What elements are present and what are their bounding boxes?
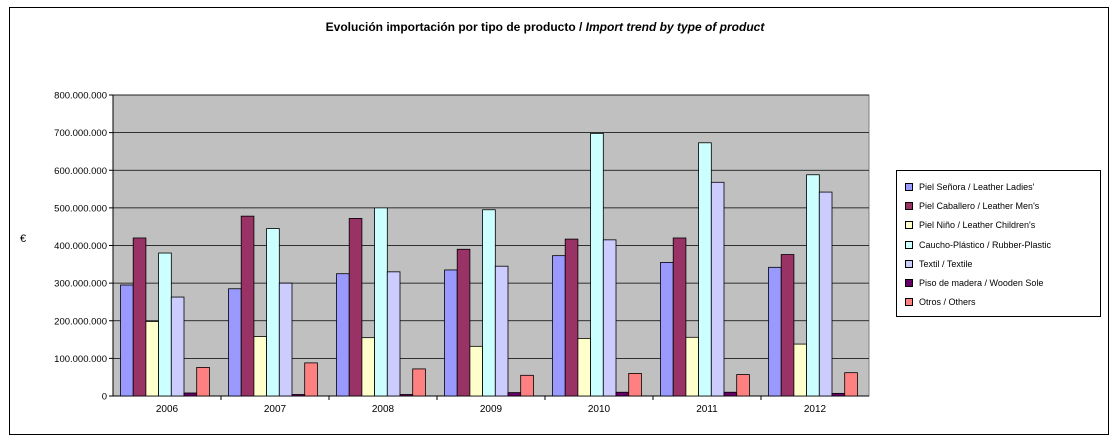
legend-label: Piel Señora / Leather Ladies' xyxy=(919,181,1035,192)
bar xyxy=(793,343,808,397)
legend-item: Piso de madera / Wooden Sole xyxy=(905,273,1100,292)
bar xyxy=(304,362,318,397)
bar xyxy=(196,367,210,397)
bar xyxy=(120,284,134,397)
legend-swatch xyxy=(905,221,913,230)
bar xyxy=(361,337,375,397)
x-tick-label: 2006 xyxy=(156,404,179,415)
y-tick-label: 100.000.000 xyxy=(54,354,107,365)
x-tick-label: 2011 xyxy=(696,404,718,415)
x-tick-label: 2008 xyxy=(372,404,395,415)
bar xyxy=(145,321,159,397)
bar xyxy=(768,266,782,397)
bar xyxy=(386,271,401,397)
bar xyxy=(577,338,592,397)
y-tick-label: 700.000.000 xyxy=(54,128,107,139)
bar xyxy=(660,262,674,397)
bar xyxy=(228,288,242,397)
bar xyxy=(831,392,846,397)
bar xyxy=(590,132,604,397)
bar xyxy=(348,218,363,397)
bar xyxy=(780,254,795,397)
bar xyxy=(806,174,820,397)
bar xyxy=(710,181,725,397)
legend-item: Otros / Others xyxy=(905,293,1100,312)
bar xyxy=(158,252,172,397)
x-tick-label: 2007 xyxy=(264,404,287,415)
bar xyxy=(818,191,833,397)
legend-item: Piel Niño / Leather Children's xyxy=(905,216,1100,235)
bar xyxy=(482,209,496,397)
legend-label: Otros / Others xyxy=(919,297,976,308)
title-main: Evolución importación por tipo de produc… xyxy=(325,20,586,34)
bar xyxy=(266,228,280,397)
bar xyxy=(412,368,426,397)
bar xyxy=(456,248,471,397)
bar xyxy=(336,273,350,397)
bar xyxy=(253,336,267,397)
legend-item: Piel Señora / Leather Ladies' xyxy=(905,177,1100,196)
y-tick-label: 800.000.000 xyxy=(54,91,107,102)
bar xyxy=(723,391,738,397)
y-tick-label: 600.000.000 xyxy=(54,166,107,177)
bar xyxy=(520,374,534,397)
bar xyxy=(698,142,712,397)
x-tick-label: 2012 xyxy=(804,404,827,415)
bar xyxy=(170,296,185,397)
bar xyxy=(399,394,414,397)
bar xyxy=(240,215,255,397)
title-italic: Import trend by type of product xyxy=(585,20,765,34)
bar xyxy=(507,392,522,397)
bar xyxy=(374,207,388,397)
bar xyxy=(183,392,198,397)
legend-item: Caucho-Plástico / Rubber-Plastic xyxy=(905,235,1100,254)
legend-label: Piel Caballero / Leather Men's xyxy=(919,200,1040,211)
legend-label: Caucho-Plástico / Rubber-Plastic xyxy=(919,239,1052,250)
x-tick-label: 2010 xyxy=(588,404,611,415)
bar xyxy=(132,237,147,397)
legend-swatch xyxy=(905,182,913,191)
legend-swatch xyxy=(905,240,913,249)
bar xyxy=(672,237,687,397)
bar xyxy=(564,238,579,397)
chart-title: Evolución importación por tipo de produc… xyxy=(0,20,1090,34)
y-tick-label: 400.000.000 xyxy=(54,241,107,252)
y-axis-label: € xyxy=(20,233,27,245)
legend-item: Piel Caballero / Leather Men's xyxy=(905,196,1100,215)
legend-label: Piso de madera / Wooden Sole xyxy=(919,278,1044,289)
y-tick-label: 500.000.000 xyxy=(54,203,107,214)
y-tick-label: 200.000.000 xyxy=(54,316,107,327)
bar xyxy=(736,374,750,397)
bar xyxy=(444,269,458,397)
bar xyxy=(628,373,642,397)
y-tick-label: 0 xyxy=(102,392,107,403)
legend-label: Textil / Textile xyxy=(919,258,973,269)
bar xyxy=(685,336,700,397)
x-tick-label: 2009 xyxy=(480,404,503,415)
legend-swatch xyxy=(905,201,913,210)
bar xyxy=(615,391,630,397)
legend-swatch xyxy=(905,298,913,307)
bar xyxy=(278,282,293,397)
legend-swatch xyxy=(905,259,913,268)
bar xyxy=(552,255,566,397)
y-tick-label: 300.000.000 xyxy=(54,279,107,290)
legend: Piel Señora / Leather Ladies' Piel Caball… xyxy=(896,170,1101,317)
legend-item: Textil / Textile xyxy=(905,254,1100,273)
bar xyxy=(602,239,617,397)
bar xyxy=(494,265,509,397)
bar xyxy=(291,394,306,397)
legend-label: Piel Niño / Leather Children's xyxy=(919,220,1036,231)
bar xyxy=(469,345,483,397)
legend-swatch xyxy=(905,279,913,288)
bar xyxy=(844,372,858,397)
